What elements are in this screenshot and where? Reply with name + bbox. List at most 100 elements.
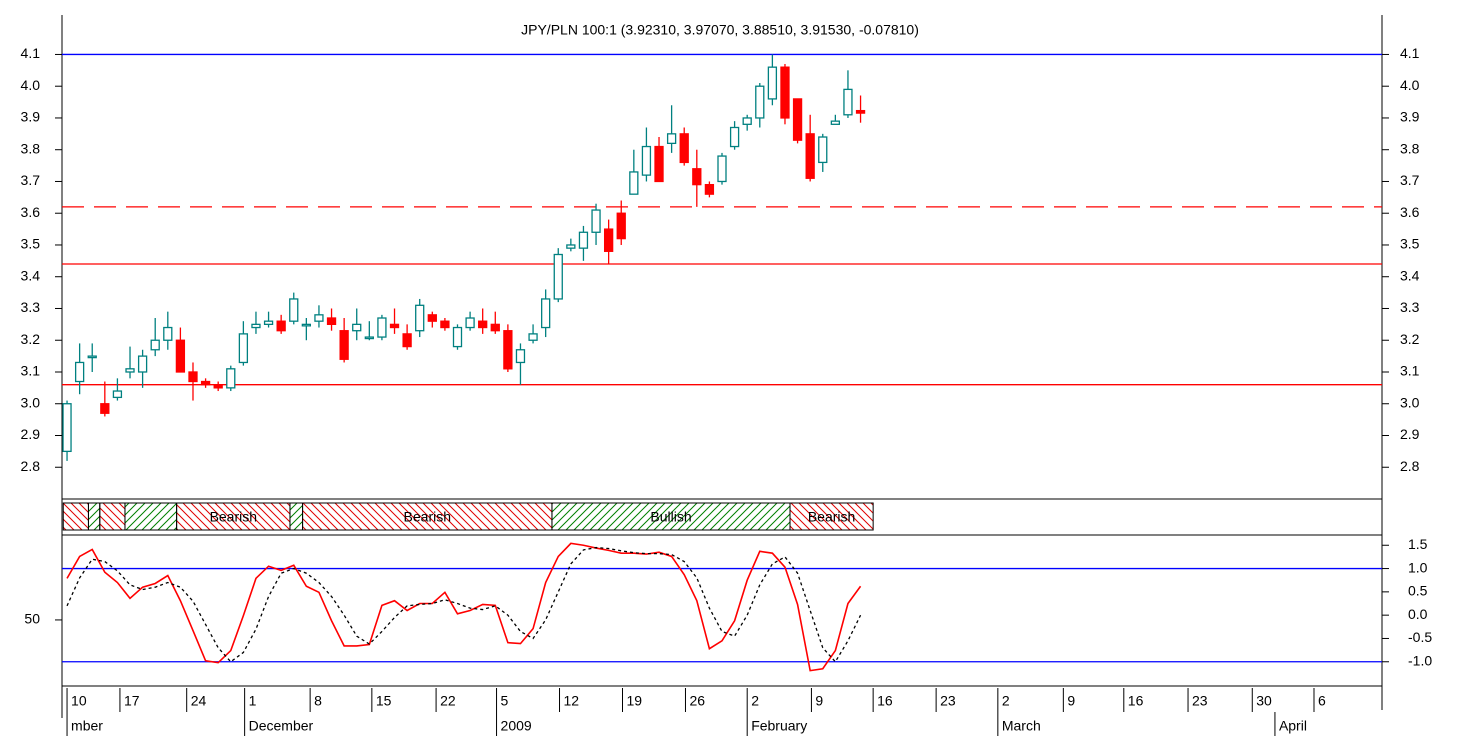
- candle-body: [780, 66, 790, 119]
- y2-tick-label: 0.5: [1408, 583, 1428, 599]
- x-tick-label: 10: [71, 693, 87, 709]
- candle-body: [566, 244, 576, 249]
- x-tick-label: 16: [1128, 693, 1144, 709]
- candle-body: [389, 323, 400, 329]
- candle-body: [528, 333, 538, 341]
- x-tick-label: 5: [501, 693, 509, 709]
- y-tick-label: 3.3: [21, 299, 41, 315]
- x-tick-label: 8: [314, 693, 322, 709]
- month-label: April: [1279, 718, 1307, 734]
- candle-body: [452, 326, 463, 348]
- y-tick-label: 3.4: [21, 267, 41, 283]
- y-tick-label: 3.7: [21, 172, 41, 188]
- y-tick-label: 3.1: [21, 363, 41, 379]
- candle-body: [767, 66, 778, 100]
- x-tick-label: 9: [1067, 693, 1075, 709]
- y-tick-label: 3.1: [1400, 363, 1420, 379]
- candle-body: [251, 323, 261, 329]
- x-tick-label: 1: [249, 693, 257, 709]
- candle-body: [742, 117, 752, 125]
- x-tick-label: 16: [877, 693, 893, 709]
- y-tick-label: 4.1: [1400, 45, 1420, 61]
- candle-body: [150, 339, 160, 351]
- x-tick-label: 23: [940, 693, 956, 709]
- x-tick-label: 26: [689, 693, 705, 709]
- candle-body: [364, 336, 374, 340]
- candle-body: [74, 361, 85, 383]
- candle-body: [163, 326, 173, 341]
- candle-body: [276, 320, 286, 332]
- candle-body: [830, 120, 841, 125]
- candle-body: [666, 133, 677, 145]
- y-tick-label: 3.2: [21, 331, 41, 347]
- candle-body: [692, 168, 702, 186]
- candle-body: [301, 323, 312, 327]
- candle-body: [641, 145, 652, 176]
- x-tick-label: 22: [440, 693, 456, 709]
- candle-body: [503, 330, 513, 370]
- candle-body: [553, 253, 563, 300]
- y-tick-label: 4.0: [1400, 77, 1420, 93]
- x-tick-label: 12: [564, 693, 580, 709]
- candle-body: [818, 136, 828, 164]
- candle-body: [238, 333, 249, 364]
- candle-body: [465, 317, 475, 329]
- trend-label: Bearish: [808, 509, 855, 525]
- candle-body: [515, 349, 526, 364]
- candle-body: [616, 212, 626, 240]
- candle-body: [679, 133, 689, 164]
- candle-body: [402, 333, 412, 348]
- y-tick-label: 3.7: [1400, 172, 1420, 188]
- candle-body: [415, 304, 425, 332]
- trend-band: [62, 502, 89, 531]
- candle-body: [603, 228, 614, 252]
- candle-body: [289, 298, 299, 322]
- oscillator-line: [66, 546, 862, 663]
- y-tick-label: 2.9: [21, 426, 41, 442]
- x-tick-label: 2: [751, 693, 759, 709]
- candle-body: [87, 355, 97, 359]
- candle-body: [200, 380, 211, 386]
- candle-body: [478, 320, 488, 329]
- trend-label: Bearish: [404, 509, 451, 525]
- candle-body: [792, 98, 803, 141]
- month-label: mber: [71, 718, 103, 734]
- y-tick-label: 2.8: [21, 458, 41, 474]
- trend-band: [289, 502, 304, 531]
- candle-body: [125, 368, 135, 373]
- oscillator-line: [66, 542, 862, 672]
- y-tick-label: 3.4: [1400, 267, 1420, 283]
- candle-body: [805, 133, 815, 179]
- candle-body: [314, 314, 324, 322]
- x-tick-label: 24: [191, 693, 207, 709]
- y-tick-label: 3.0: [21, 394, 41, 410]
- y-tick-label: 4.1: [21, 45, 41, 61]
- candle-body: [175, 339, 186, 373]
- candle-body: [339, 330, 349, 360]
- candle-body: [100, 403, 110, 414]
- y2-tick-label: -0.5: [1408, 629, 1432, 645]
- candle-body: [226, 368, 236, 389]
- y2-tick-label: 0.0: [1408, 606, 1428, 622]
- candle-body: [326, 317, 337, 326]
- candle-body: [855, 109, 866, 114]
- y-tick-label: 2.9: [1400, 426, 1420, 442]
- x-tick-label: 6: [1318, 693, 1326, 709]
- candle-body: [352, 323, 362, 332]
- candle-body: [188, 371, 198, 383]
- month-label: March: [1002, 718, 1041, 734]
- y-tick-label: 3.0: [1400, 394, 1420, 410]
- candle-body: [591, 209, 601, 233]
- y-tick-label: 3.3: [1400, 299, 1420, 315]
- y-tick-label: 50: [24, 611, 40, 627]
- trend-band: [124, 502, 178, 531]
- candle-body: [717, 155, 727, 183]
- y2-tick-label: 1.0: [1408, 559, 1428, 575]
- candle-body: [137, 355, 148, 373]
- candle-body: [427, 314, 437, 322]
- candle-body: [490, 323, 500, 332]
- trend-label: Bearish: [210, 509, 257, 525]
- candle-body: [377, 317, 387, 338]
- candle-body: [729, 126, 740, 148]
- candle-body: [755, 85, 765, 119]
